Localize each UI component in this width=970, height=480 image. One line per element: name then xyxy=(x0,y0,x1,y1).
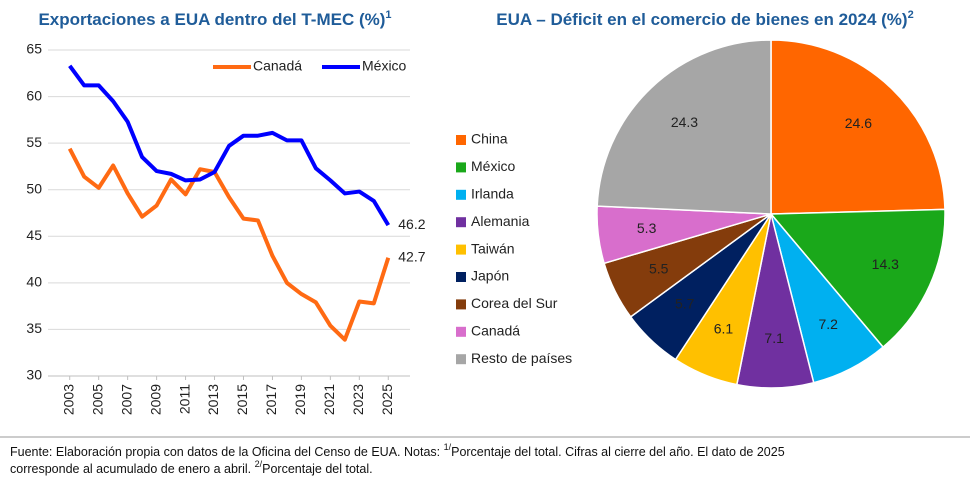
x-tick-label: 2005 xyxy=(89,384,105,415)
title-sup: 2 xyxy=(908,9,914,21)
footer-sup: 2/ xyxy=(255,459,263,469)
legend-label: Taiwán xyxy=(471,240,515,256)
y-tick-label: 40 xyxy=(26,274,42,290)
footer-text: Porcentaje del total. Cifras al cierre d… xyxy=(451,445,785,459)
legend-swatch xyxy=(456,244,466,255)
slice-label: 14.3 xyxy=(872,256,899,272)
end-label: 46.2 xyxy=(398,216,425,232)
slice-label: 7.2 xyxy=(818,316,838,332)
footer-text: corresponde al acumulado de enero a abri… xyxy=(10,462,255,476)
pie-slice xyxy=(596,39,772,215)
slice-label: 6.1 xyxy=(714,321,734,337)
title-sup: 1 xyxy=(385,9,391,21)
slice-label: 5.7 xyxy=(675,296,695,312)
legend-label: Corea del Sur xyxy=(471,295,558,311)
legend-swatch xyxy=(456,272,466,282)
slice-label: 5.5 xyxy=(649,260,669,276)
legend-label: Canadá xyxy=(253,58,302,74)
legend-label: Japón xyxy=(471,268,509,284)
slice-label: 7.1 xyxy=(764,330,784,346)
legend-swatch xyxy=(456,326,466,337)
footer-sup: 1/ xyxy=(444,442,452,452)
y-tick-label: 45 xyxy=(26,227,42,243)
x-tick-label: 2017 xyxy=(263,384,279,415)
x-tick-label: 2019 xyxy=(292,384,308,415)
footer-line: Fuente: Elaboración propia con datos de … xyxy=(10,442,785,459)
legend-label: China xyxy=(471,131,508,147)
slice-label: 24.3 xyxy=(671,114,698,130)
x-tick-label: 2021 xyxy=(321,384,337,415)
x-tick-label: 2003 xyxy=(60,384,76,415)
legend-label: Resto de países xyxy=(471,350,572,366)
y-tick-label: 55 xyxy=(26,134,42,150)
y-tick-label: 50 xyxy=(26,180,42,196)
x-tick-label: 2025 xyxy=(379,384,395,415)
y-tick-label: 60 xyxy=(26,87,42,103)
series-line xyxy=(67,147,391,342)
title-text: Exportaciones a EUA dentro del T-MEC (%) xyxy=(38,10,385,29)
pie-title: EUA – Déficit en el comercio de bienes e… xyxy=(496,9,913,30)
legend-swatch xyxy=(456,189,466,200)
legend-label: Alemania xyxy=(471,213,530,229)
legend-label: México xyxy=(471,158,516,174)
end-label: 42.7 xyxy=(398,248,425,264)
footer-text: Porcentaje del total. xyxy=(262,462,373,476)
legend-swatch xyxy=(456,162,466,173)
title-text: EUA – Déficit en el comercio de bienes e… xyxy=(496,10,907,29)
series-line xyxy=(68,64,390,227)
pie-slice xyxy=(769,208,946,349)
y-tick-label: 65 xyxy=(26,41,42,57)
x-tick-label: 2009 xyxy=(147,384,163,415)
x-tick-label: 2011 xyxy=(176,384,192,414)
y-tick-label: 35 xyxy=(26,320,42,336)
legend-swatch xyxy=(456,299,466,310)
footer: Fuente: Elaboración propia con datos de … xyxy=(10,442,785,476)
x-tick-label: 2007 xyxy=(118,384,134,415)
footer-text: Fuente: Elaboración propia con datos de … xyxy=(10,445,444,459)
legend-swatch xyxy=(456,354,466,365)
legend-label: Irlanda xyxy=(471,186,514,202)
slice-label: 24.6 xyxy=(845,115,872,131)
pie-slice xyxy=(770,39,946,215)
legend-label: Canadá xyxy=(471,323,520,339)
x-tick-label: 2013 xyxy=(205,384,221,415)
line-title: Exportaciones a EUA dentro del T-MEC (%)… xyxy=(38,9,391,30)
y-tick-label: 30 xyxy=(26,367,42,383)
legend-swatch xyxy=(456,217,466,228)
x-tick-label: 2023 xyxy=(350,384,366,415)
x-tick-label: 2015 xyxy=(234,384,250,415)
slice-label: 5.3 xyxy=(637,220,657,236)
footer-line: corresponde al acumulado de enero a abri… xyxy=(10,459,373,476)
legend-label: México xyxy=(362,58,407,74)
legend-swatch xyxy=(456,135,466,145)
